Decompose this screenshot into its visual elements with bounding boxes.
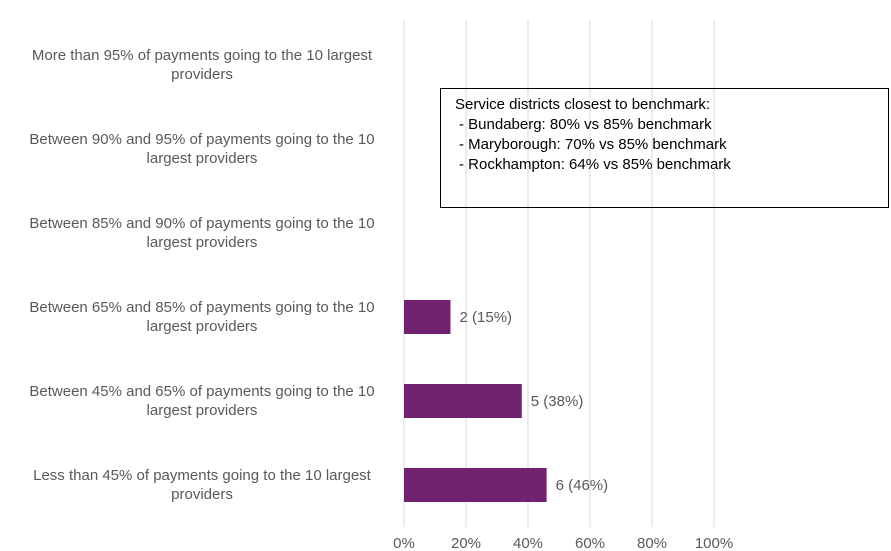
annotation-line: - Bundaberg: 80% vs 85% benchmark bbox=[459, 116, 712, 133]
annotation-title: Service districts closest to benchmark: bbox=[455, 96, 711, 113]
x-tick-label: 40% bbox=[513, 535, 543, 551]
bar bbox=[404, 384, 522, 418]
bar bbox=[404, 468, 547, 502]
y-tick-label: More than 95% of payments going to the 1… bbox=[31, 47, 373, 83]
y-tick-label: Between 65% and 85% of payments going to… bbox=[29, 299, 375, 335]
annotation-line: - Maryborough: 70% vs 85% benchmark bbox=[459, 136, 727, 153]
bar bbox=[404, 300, 451, 334]
x-tick-label: 100% bbox=[695, 535, 733, 551]
x-tick-label: 80% bbox=[637, 535, 667, 551]
annotation-line: - Rockhampton: 64% vs 85% benchmark bbox=[459, 156, 731, 173]
y-tick-label: Between 45% and 65% of payments going to… bbox=[29, 383, 375, 419]
y-tick-label: Less than 45% of payments going to the 1… bbox=[33, 467, 371, 503]
x-tick-label: 60% bbox=[575, 535, 605, 551]
data-label: 6 (46%) bbox=[556, 477, 609, 494]
data-label: 2 (15%) bbox=[460, 309, 513, 326]
data-label: 5 (38%) bbox=[531, 393, 584, 410]
y-tick-label: Between 85% and 90% of payments going to… bbox=[29, 215, 375, 251]
annotation-box: Service districts closest to benchmark: … bbox=[440, 88, 889, 208]
x-tick-label: 20% bbox=[451, 535, 481, 551]
y-tick-label: Between 90% and 95% of payments going to… bbox=[29, 131, 375, 167]
x-tick-label: 0% bbox=[393, 535, 415, 551]
